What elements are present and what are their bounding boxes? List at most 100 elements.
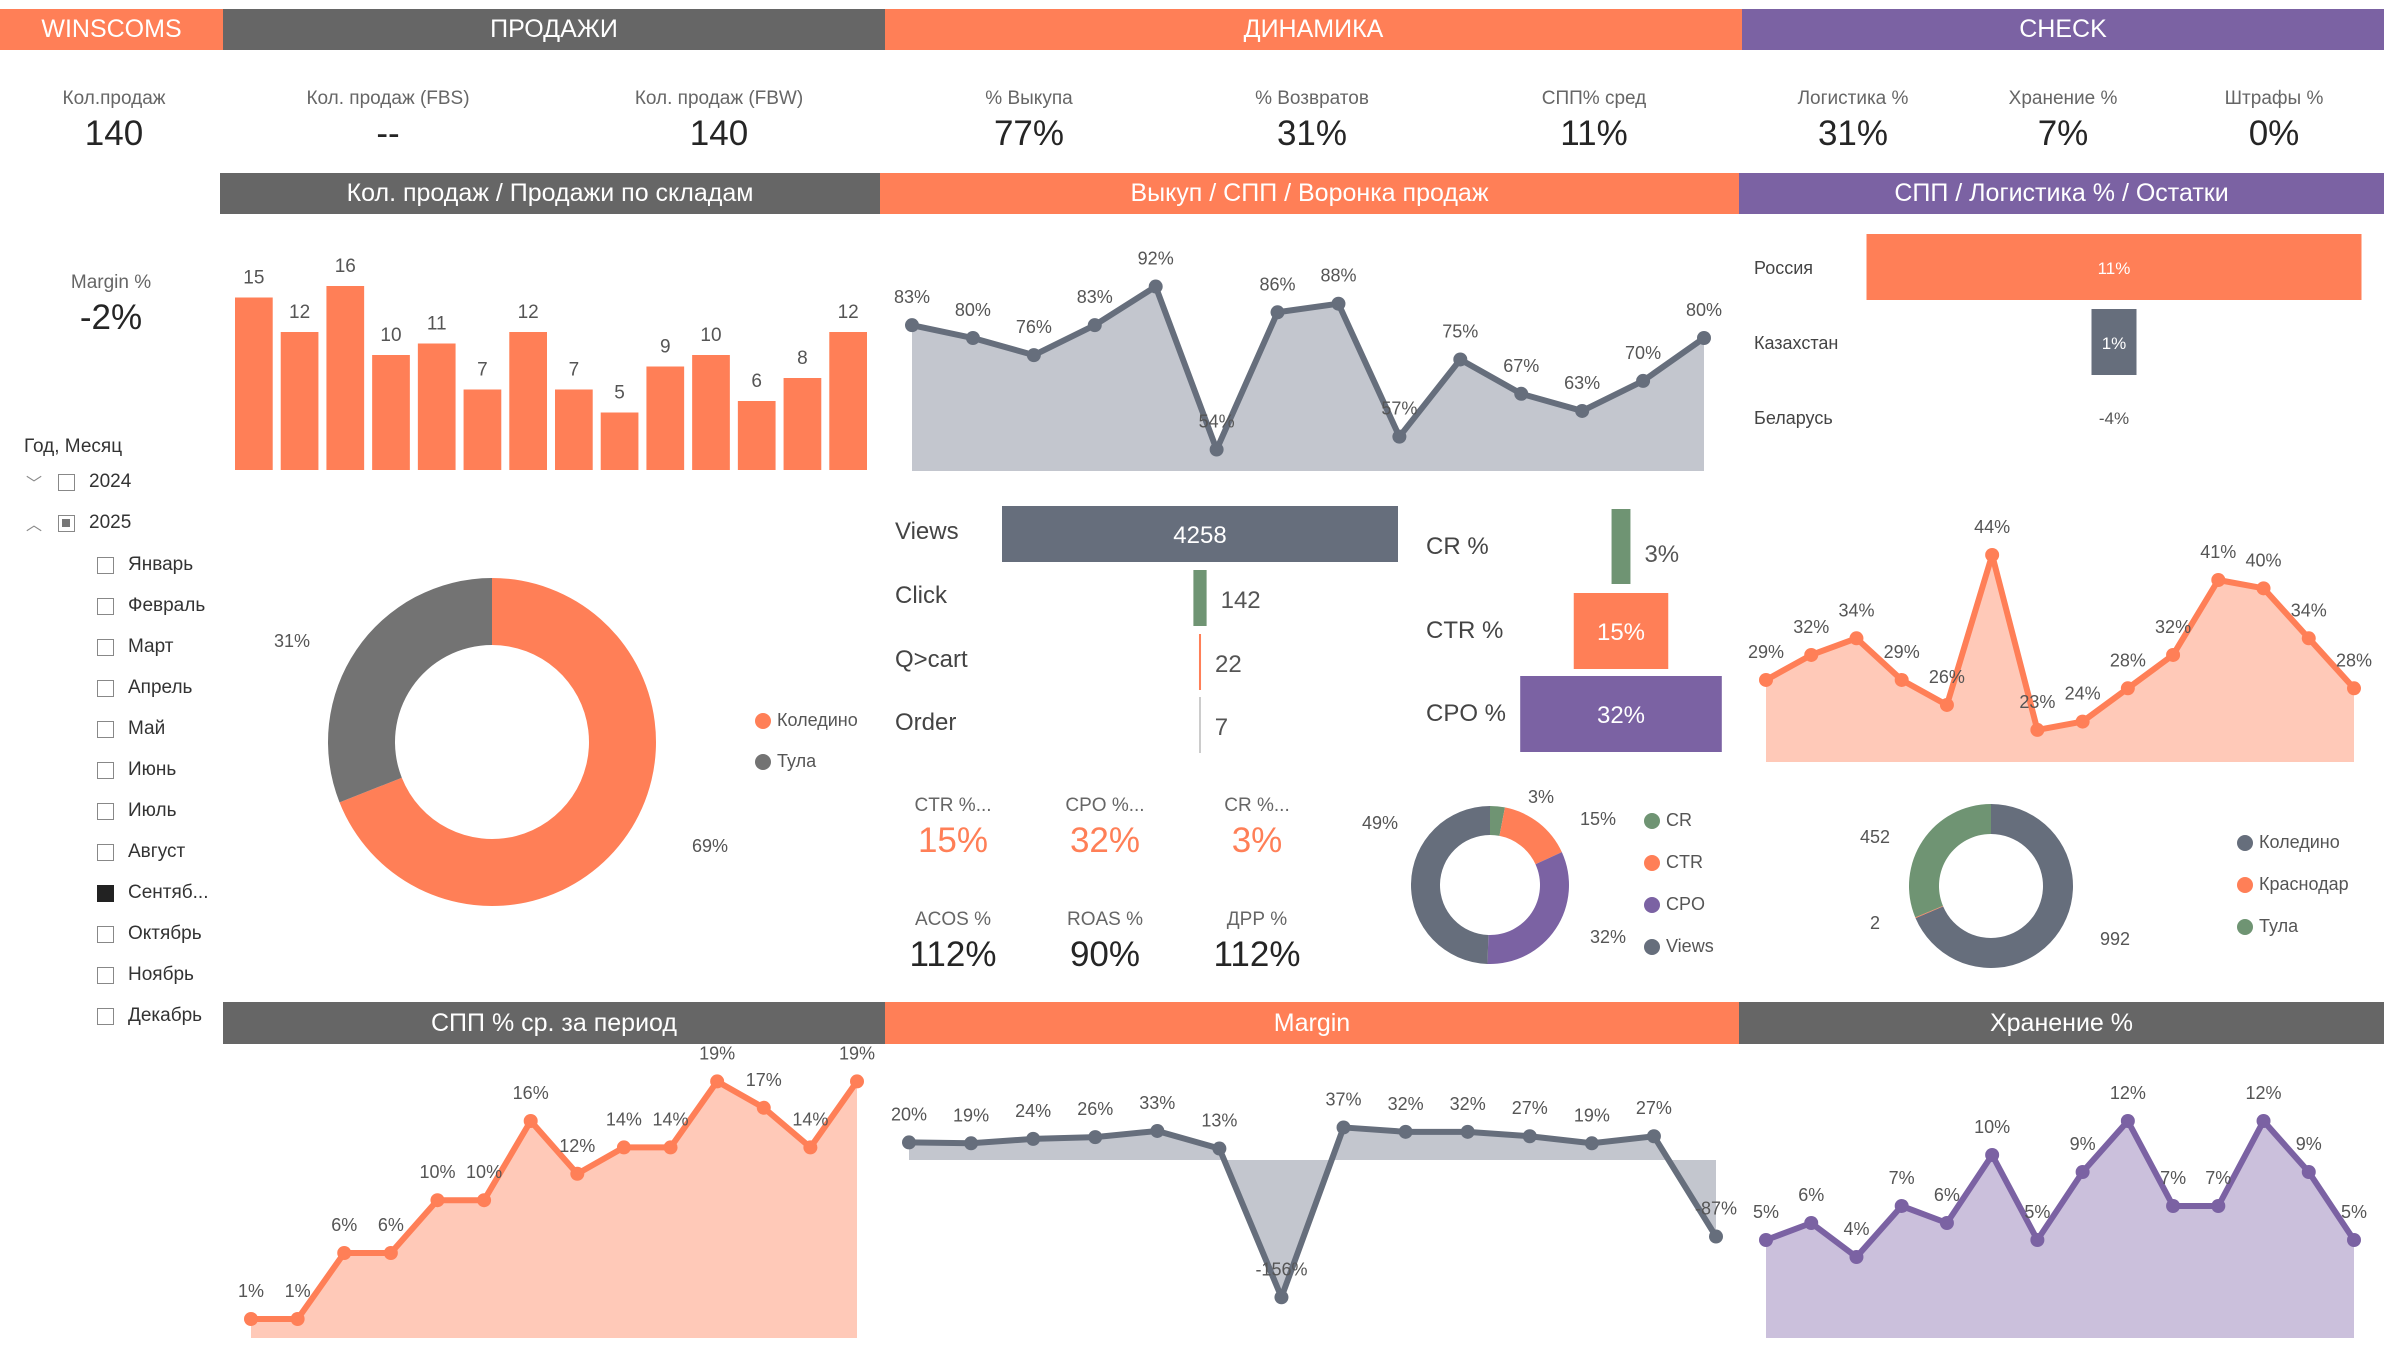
storage-data-label: 10% — [1974, 1117, 2010, 1137]
funnel-value: 7 — [1215, 714, 1228, 741]
warehouse-legend-item[interactable]: Тула — [755, 751, 816, 772]
buyout-point — [965, 331, 980, 346]
sales-bar — [555, 389, 593, 470]
slicer-month[interactable]: Апрель — [97, 676, 192, 700]
stock-legend-item[interactable]: Краснодар — [2237, 874, 2349, 895]
stock-donut-slice — [1915, 905, 1944, 919]
section-header-storage: Хранение % — [1739, 1002, 2384, 1044]
year-label: 2025 — [89, 512, 132, 533]
margin-point — [1646, 1129, 1661, 1144]
kpi-logistics: Логистика % 31% — [1723, 88, 1983, 154]
month-label: Сентяб... — [128, 882, 209, 903]
month-checkbox[interactable] — [97, 1007, 114, 1025]
slicer-month[interactable]: Май — [97, 717, 165, 741]
rate-value: 15% — [1597, 619, 1645, 646]
stock-donut-slice — [1915, 804, 2073, 969]
funnel-kpi-label: CR %... — [1224, 795, 1290, 816]
region-value: 11% — [2098, 259, 2131, 278]
stock-legend-item[interactable]: Коледино — [2237, 832, 2340, 853]
slicer-month[interactable]: Октябрь — [97, 922, 202, 946]
month-label: Август — [128, 841, 186, 862]
buyout-point — [1270, 305, 1285, 320]
month-checkbox[interactable] — [97, 720, 114, 738]
month-checkbox[interactable] — [97, 679, 114, 697]
storage-data-label: 9% — [2070, 1134, 2096, 1154]
slicer-year-2024[interactable]: ﹀ 2024 — [24, 470, 131, 494]
storage-data-label: 6% — [1798, 1185, 1824, 1205]
sales-bar — [509, 332, 547, 470]
logistics-data-label: 29% — [1748, 642, 1784, 662]
slicer-month[interactable]: Июль — [97, 799, 176, 823]
section-header-spp: СПП % ср. за период — [223, 1002, 885, 1044]
month-checkbox[interactable] — [97, 761, 114, 779]
stock-donut-data-label: 2 — [1870, 913, 1880, 933]
month-checkbox[interactable] — [97, 802, 114, 820]
year-checkbox[interactable] — [58, 473, 75, 491]
funnel-bar — [1199, 697, 1201, 753]
rate-legend-item[interactable]: Views — [1644, 936, 1714, 957]
region-label: Беларусь — [1754, 408, 1833, 428]
logistics-data-label: 44% — [1974, 517, 2010, 537]
tab-sales[interactable]: ПРОДАЖИ — [223, 9, 885, 50]
legend-dot-icon — [1644, 938, 1660, 955]
rate-legend-item[interactable]: CR — [1644, 810, 1692, 831]
margin-point — [1026, 1131, 1041, 1146]
slicer-year-2025[interactable]: ︿ 2025 — [24, 511, 131, 535]
month-checkbox[interactable] — [97, 843, 114, 861]
slicer-month[interactable]: Сентяб... — [97, 881, 209, 905]
month-checkbox[interactable] — [97, 597, 114, 615]
month-checkbox[interactable] — [97, 925, 114, 943]
rate-legend-item[interactable]: CTR — [1644, 852, 1703, 873]
legend-label: Тула — [2259, 916, 2299, 936]
buyout-point — [1148, 279, 1163, 294]
chevron-down-icon[interactable]: ﹀ — [25, 476, 42, 493]
buyout-data-label: 80% — [955, 300, 991, 320]
kpi-value: 7% — [2037, 114, 2089, 153]
tab-dynamics[interactable]: ДИНАМИКА — [885, 9, 1742, 50]
warehouse-legend-item[interactable]: Коледино — [755, 710, 858, 731]
storage-data-label: 7% — [2160, 1168, 2186, 1188]
slicer-month[interactable]: Январь — [97, 553, 193, 577]
kpi-sales-fbw: Кол. продаж (FBW) 140 — [589, 88, 849, 154]
margin-point — [1088, 1130, 1103, 1145]
slicer-month[interactable]: Декабрь — [97, 1004, 202, 1028]
month-checkbox[interactable] — [97, 884, 114, 902]
month-checkbox[interactable] — [97, 556, 114, 574]
spp-point — [523, 1114, 538, 1128]
stock-legend-item[interactable]: Тула — [2237, 916, 2298, 937]
buyout-line — [911, 283, 1706, 453]
slicer-month[interactable]: Февраль — [97, 594, 205, 618]
rate-label: CPO % — [1426, 700, 1507, 727]
rate-legend-item[interactable]: CPO — [1644, 894, 1705, 915]
kpi-label: Margin % — [70, 272, 152, 293]
storage-data-label: 6% — [1934, 1185, 1960, 1205]
tab-check[interactable]: CHECK — [1742, 9, 2384, 50]
brand-logo: WINSCOMS — [0, 9, 223, 50]
funnel-kpi-card: CTR %... 15% — [868, 795, 1038, 861]
bar-data-label: 7 — [569, 360, 580, 381]
logistics-data-label: 32% — [1793, 617, 1829, 637]
rate-donut-slice — [1499, 807, 1562, 865]
section-header-sales: Кол. продаж / Продажи по складам — [220, 173, 880, 214]
spp-point — [850, 1074, 864, 1089]
chevron-up-icon[interactable]: ︿ — [25, 517, 42, 534]
slicer-month[interactable]: Август — [97, 840, 185, 864]
funnel-kpi-label: ДРР % — [1226, 909, 1288, 930]
kpi-value: -- — [376, 114, 400, 153]
slicer-month[interactable]: Ноябрь — [97, 963, 194, 987]
legend-label: CTR — [1666, 852, 1703, 872]
slicer-month[interactable]: Июнь — [97, 758, 176, 782]
storage-point — [1939, 1216, 1954, 1230]
legend-label: Коледино — [2259, 832, 2340, 852]
year-checkbox[interactable] — [58, 514, 75, 532]
buyout-point — [1026, 348, 1041, 363]
slicer-month[interactable]: Март — [97, 635, 173, 659]
storage-data-label: 12% — [2246, 1083, 2282, 1103]
month-checkbox[interactable] — [97, 638, 114, 656]
month-checkbox[interactable] — [97, 966, 114, 984]
margin-point — [1398, 1124, 1413, 1139]
logistics-data-label: 28% — [2336, 650, 2372, 670]
legend-label: Views — [1666, 936, 1714, 956]
storage-data-label: 7% — [2205, 1168, 2231, 1188]
spp-area — [251, 1081, 857, 1338]
